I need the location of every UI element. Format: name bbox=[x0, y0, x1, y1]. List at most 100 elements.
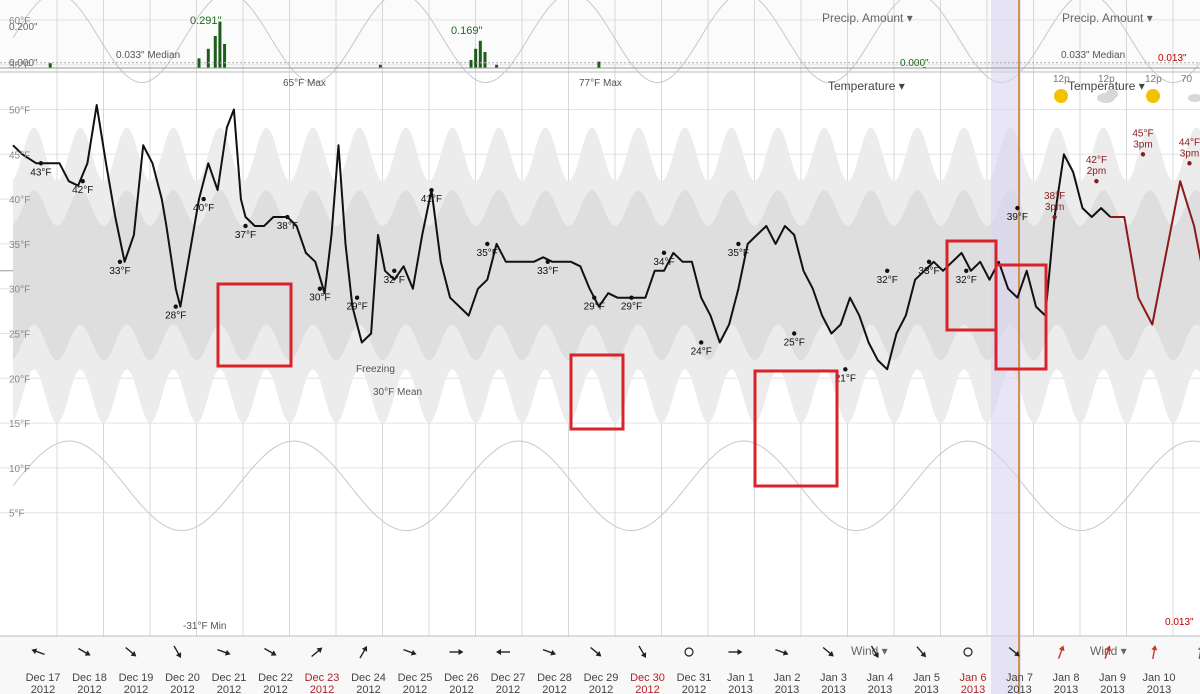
sun-icon bbox=[1054, 89, 1068, 103]
y-tick-label: 50°F bbox=[9, 106, 30, 117]
x-tick-label: Jan 10 bbox=[1142, 672, 1175, 684]
precip-dropdown[interactable]: Precip. Amount ▾ bbox=[822, 11, 913, 25]
forecast-hour-header: 12p bbox=[1098, 74, 1115, 85]
x-tick-year-label: 2012 bbox=[682, 684, 706, 694]
wind-arrow-icon bbox=[870, 645, 879, 659]
temperature-point-label: 38°F bbox=[277, 221, 298, 232]
temperature-point-label: 33°F bbox=[918, 266, 939, 277]
temperature-point-labels: 43°F 42°F 33°F 28°F 40°F 37°F 38°F 30°F 29°F 32°F… bbox=[30, 128, 1200, 384]
temperature-point bbox=[926, 259, 932, 265]
temperature-point-label: 33°F bbox=[109, 266, 130, 277]
temperature-max-label: 77°F Max bbox=[579, 78, 622, 89]
wind-arrow-icon bbox=[1008, 646, 1020, 657]
x-tick-label: Dec 30 bbox=[630, 672, 665, 684]
temperature-point bbox=[429, 187, 434, 193]
forecast-hour-header: 12p bbox=[1053, 74, 1070, 85]
temperature-point bbox=[843, 367, 848, 372]
temperature-point-label: 28°F bbox=[165, 311, 186, 322]
wind-arrow-icon bbox=[217, 648, 231, 656]
wind-arrow-icon bbox=[449, 649, 464, 655]
x-tick-label: Dec 22 bbox=[258, 672, 293, 684]
y-tick-label: 45°F bbox=[9, 150, 30, 161]
temperature-point-label: 37°F bbox=[235, 230, 256, 241]
x-tick-year-label: 2012 bbox=[635, 684, 659, 694]
x-tick-label: Dec 17 bbox=[26, 672, 61, 684]
highlight-boxes bbox=[216, 239, 1048, 488]
precip-bar bbox=[48, 63, 52, 68]
wind-arrow-icon bbox=[78, 647, 91, 656]
temperature-max-label: 65°F Max bbox=[283, 78, 326, 89]
wind-arrow-icon bbox=[359, 645, 368, 659]
x-tick-label: Jan 9 bbox=[1099, 672, 1126, 684]
forecast-point-label: 45°F bbox=[1132, 128, 1153, 139]
precip-dropdown-right[interactable]: Precip. Amount ▾ bbox=[1062, 11, 1153, 25]
wind-arrow-icon bbox=[916, 646, 926, 658]
y-tick-label: 10°F bbox=[9, 464, 30, 475]
temperature-lines bbox=[12, 104, 1200, 371]
forecast-hour-header: 70 bbox=[1181, 74, 1193, 85]
precip-zero-label: 0.000" bbox=[900, 58, 929, 69]
x-tick-year-label: 2013 bbox=[914, 684, 938, 694]
wind-arrow-icon bbox=[728, 649, 743, 655]
y-tick-label: 30°F bbox=[9, 285, 30, 296]
temperature-point-label: 32°F bbox=[877, 275, 898, 286]
temperature-point bbox=[736, 241, 741, 247]
temperature-point-label: 34°F bbox=[653, 257, 674, 268]
y-tick-label: 35°F bbox=[9, 240, 30, 251]
temperature-dropdown-right[interactable]: Temperature ▾ bbox=[1068, 79, 1145, 93]
x-tick-year-label: 2013 bbox=[1007, 684, 1031, 694]
x-tick-year-label: 2013 bbox=[821, 684, 845, 694]
precip-right-value: 0.013" bbox=[1158, 53, 1187, 64]
temperature-mean-label: 30°F Mean bbox=[373, 387, 422, 398]
temperature-point bbox=[485, 241, 490, 247]
wind-arrow-icon bbox=[264, 647, 277, 656]
precip-bar bbox=[483, 52, 487, 68]
temperature-point bbox=[201, 196, 206, 202]
highlight-box bbox=[753, 369, 839, 488]
wind-arrow-icon bbox=[311, 647, 323, 658]
x-tick-year-label: 2013 bbox=[1054, 684, 1078, 694]
y-tick-label: 15°F bbox=[9, 419, 30, 430]
x-tick-year-label: 2012 bbox=[217, 684, 241, 694]
precip-tick-0000: 0.000" bbox=[9, 58, 38, 69]
wind-arrow-icon bbox=[1151, 645, 1158, 660]
x-tick-year-label: 2012 bbox=[449, 684, 473, 694]
x-tick-label: Dec 21 bbox=[212, 672, 247, 684]
forecast-point-time: 2pm bbox=[1087, 166, 1106, 177]
temperature-point-label: 21°F bbox=[835, 373, 856, 384]
precip-right-value-bottom: 0.013" bbox=[1165, 617, 1194, 628]
forecast-point-time: 3pm bbox=[1180, 148, 1199, 159]
temperature-point-label: 29°F bbox=[584, 302, 605, 313]
precip-bar bbox=[197, 58, 201, 68]
temperature-point bbox=[545, 259, 550, 265]
x-tick-year-label: 2012 bbox=[496, 684, 520, 694]
wind-dropdown[interactable]: Wind ▾ bbox=[851, 644, 888, 658]
x-tick-label: Dec 19 bbox=[119, 672, 154, 684]
precip-peak-label: 0.169" bbox=[451, 25, 483, 37]
x-tick-label: Jan 3 bbox=[820, 672, 847, 684]
temperature-point bbox=[792, 331, 797, 336]
temperature-point bbox=[661, 250, 667, 256]
y-tick-label: 40°F bbox=[9, 195, 30, 206]
x-tick-year-label: 2012 bbox=[589, 684, 613, 694]
wind-arrow-icon bbox=[125, 646, 137, 657]
x-tick-year-label: 2012 bbox=[31, 684, 55, 694]
x-tick-year-label: 2012 bbox=[263, 684, 287, 694]
precip-bar bbox=[597, 61, 601, 68]
forecast-point-time: 3pm bbox=[1133, 139, 1152, 150]
wind-arrow-icon bbox=[31, 648, 45, 656]
wind-arrow-icon bbox=[542, 648, 557, 656]
temperature-dropdown[interactable]: Temperature ▾ bbox=[828, 79, 905, 93]
x-tick-year-label: 2012 bbox=[170, 684, 194, 694]
forecast-point bbox=[1140, 152, 1146, 157]
highlight-box bbox=[994, 263, 1048, 371]
temperature-point bbox=[699, 340, 704, 345]
temperature-point bbox=[392, 268, 397, 273]
x-tick-label: Jan 8 bbox=[1053, 672, 1080, 684]
temperature-point bbox=[354, 295, 360, 300]
forecast-point-time: 3pm bbox=[1045, 202, 1064, 213]
y-tick-label: 55°F bbox=[9, 61, 30, 72]
precip-bar bbox=[495, 64, 499, 68]
